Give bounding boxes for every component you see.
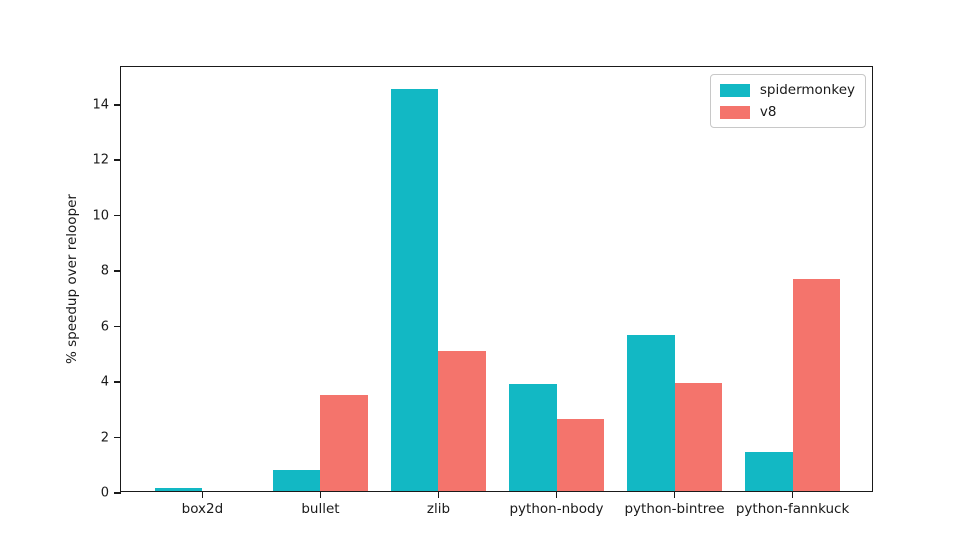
bar-spidermonkey-box2d [155, 488, 203, 491]
plot-area: 0 2 4 6 8 10 12 14 box2d bullet zlib python-nbody p… [92, 66, 873, 517]
y-tick-label: 12 [92, 152, 109, 168]
y-tick-mark [114, 214, 121, 217]
y-tick-mark [114, 270, 121, 272]
bar-v8-python-nbody [556, 418, 604, 491]
bar-spidermonkey-python-nbody [509, 383, 557, 491]
x-tick-label: bullet [301, 501, 340, 517]
bar-spidermonkey-python-fannkuck [745, 452, 793, 491]
bar-spidermonkey-zlib [391, 88, 439, 491]
legend-item-v8: v8 [719, 104, 855, 120]
legend: spidermonkey v8 [709, 74, 866, 128]
legend-item-spidermonkey: spidermonkey [719, 82, 855, 98]
y-tick-label: 2 [100, 430, 109, 446]
y-tick-label: 0 [100, 485, 109, 501]
y-tick-label: 10 [92, 208, 109, 224]
x-tick-mark [201, 491, 204, 498]
y-tick-mark [114, 436, 121, 439]
x-tick-mark [437, 491, 440, 498]
legend-swatch-v8-icon [719, 105, 750, 119]
legend-swatch-spidermonkey-icon [719, 83, 750, 97]
x-tick-mark [791, 491, 794, 498]
x-tick-mark [319, 491, 322, 498]
bar-v8-bullet [320, 395, 368, 491]
bar-spidermonkey-python-bintree [627, 335, 675, 491]
y-tick-label: 6 [100, 319, 109, 335]
legend-label-v8: v8 [759, 104, 777, 120]
y-tick-mark [114, 325, 121, 328]
y-tick-mark [114, 492, 121, 494]
y-tick-label: 8 [100, 263, 109, 279]
y-tick-label: 4 [100, 374, 109, 390]
x-tick-label: python-bintree [624, 501, 725, 517]
legend-label-spidermonkey: spidermonkey [759, 82, 855, 98]
y-tick-mark [114, 159, 121, 161]
x-tick-label: python-nbody [509, 501, 604, 517]
y-tick-mark [114, 103, 121, 106]
y-tick-label: 14 [92, 97, 109, 113]
y-axis-label: % speedup over relooper [64, 194, 80, 364]
bar-v8-zlib [438, 350, 486, 491]
y-tick-mark [114, 381, 121, 383]
bar-v8-python-bintree [674, 382, 722, 491]
bar-v8-python-fannkuck [792, 279, 840, 491]
x-tick-label: box2d [181, 501, 224, 517]
bar-spidermonkey-bullet [273, 470, 321, 491]
x-tick-label: zlib [426, 501, 451, 517]
x-tick-mark [673, 491, 676, 498]
x-tick-label: python-fannkuck [735, 501, 850, 517]
x-tick-mark [555, 491, 558, 498]
